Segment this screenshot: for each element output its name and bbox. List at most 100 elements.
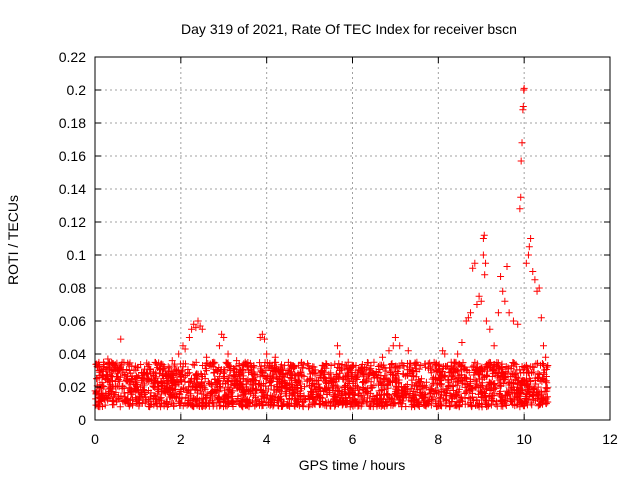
- data-point: [126, 384, 134, 392]
- data-point: [447, 376, 455, 384]
- data-point: [333, 382, 341, 390]
- data-point: [408, 384, 416, 392]
- data-point: [203, 401, 211, 409]
- data-point: [497, 382, 505, 390]
- data-point: [473, 360, 481, 368]
- data-point: [229, 397, 237, 405]
- data-point: [117, 335, 125, 343]
- data-point: [119, 382, 127, 390]
- data-point: [97, 385, 105, 393]
- data-point: [290, 389, 298, 397]
- data-point: [242, 401, 250, 409]
- data-point: [199, 403, 207, 411]
- data-point: [473, 301, 481, 308]
- data-point: [402, 393, 410, 401]
- data-point: [216, 402, 224, 410]
- data-point: [454, 350, 462, 358]
- data-point: [352, 382, 360, 390]
- data-point: [348, 368, 356, 376]
- data-point: [111, 377, 119, 385]
- data-point: [305, 362, 313, 370]
- data-point: [150, 393, 158, 401]
- data-point: [101, 401, 109, 409]
- data-point: [370, 372, 378, 380]
- data-point: [232, 363, 240, 371]
- y-tick-label: 0.22: [59, 49, 86, 65]
- data-point: [273, 363, 281, 371]
- data-point: [280, 373, 288, 381]
- x-tick-label: 2: [177, 431, 185, 447]
- data-point: [256, 386, 264, 394]
- grid-lines: [95, 57, 610, 420]
- data-point: [310, 396, 318, 404]
- data-point: [185, 369, 193, 377]
- data-point: [259, 387, 267, 395]
- data-point: [244, 377, 252, 385]
- x-tick-label: 8: [434, 431, 442, 447]
- data-point: [405, 363, 413, 371]
- data-point: [417, 362, 425, 370]
- data-point: [468, 394, 476, 402]
- data-point: [240, 360, 248, 368]
- data-point: [504, 364, 512, 372]
- y-tick-label: 0.04: [59, 346, 86, 362]
- data-point: [471, 376, 479, 384]
- data-point: [304, 376, 312, 384]
- data-point: [523, 369, 531, 377]
- data-point: [404, 347, 412, 355]
- data-point: [444, 376, 452, 384]
- data-point: [111, 391, 119, 399]
- data-point: [202, 365, 210, 373]
- data-point: [517, 193, 525, 201]
- data-point: [245, 366, 253, 374]
- data-point: [181, 345, 189, 353]
- data-point: [382, 367, 390, 375]
- data-point: [193, 370, 201, 378]
- data-point: [235, 362, 243, 370]
- data-point: [447, 358, 455, 366]
- data-point: [291, 394, 299, 402]
- data-point: [473, 380, 481, 388]
- data-point: [306, 365, 314, 373]
- data-point: [479, 235, 487, 242]
- data-point: [171, 386, 179, 394]
- data-point: [129, 401, 137, 409]
- data-point: [531, 276, 539, 284]
- data-point: [511, 402, 519, 410]
- data-point: [357, 363, 365, 371]
- data-point: [466, 398, 474, 406]
- data-point: [238, 402, 246, 410]
- data-point: [290, 389, 298, 397]
- data-point: [446, 403, 454, 411]
- data-point: [389, 342, 397, 350]
- data-point: [534, 370, 542, 378]
- data-point: [468, 363, 476, 371]
- data-point: [523, 390, 531, 398]
- data-point: [114, 367, 122, 375]
- y-tick-label: 0.02: [59, 379, 86, 395]
- data-point: [103, 364, 111, 372]
- data-point: [295, 361, 303, 369]
- data-point: [522, 399, 530, 407]
- data-point: [128, 372, 136, 380]
- data-point: [388, 371, 396, 379]
- data-point: [528, 401, 536, 409]
- data-point: [187, 375, 195, 383]
- data-point: [295, 376, 303, 384]
- data-point: [496, 396, 504, 404]
- data-point: [505, 390, 513, 398]
- data-point: [259, 402, 267, 410]
- data-point: [110, 397, 118, 405]
- data-point: [258, 330, 266, 338]
- data-point: [198, 325, 206, 333]
- data-point: [391, 389, 399, 397]
- data-point: [509, 317, 517, 325]
- data-point: [137, 376, 145, 384]
- data-point: [399, 370, 407, 378]
- data-point: [477, 297, 485, 305]
- y-axis-label: ROTI / TECUs: [5, 195, 21, 285]
- data-point: [386, 378, 394, 386]
- data-point: [387, 394, 395, 402]
- data-point: [264, 391, 272, 399]
